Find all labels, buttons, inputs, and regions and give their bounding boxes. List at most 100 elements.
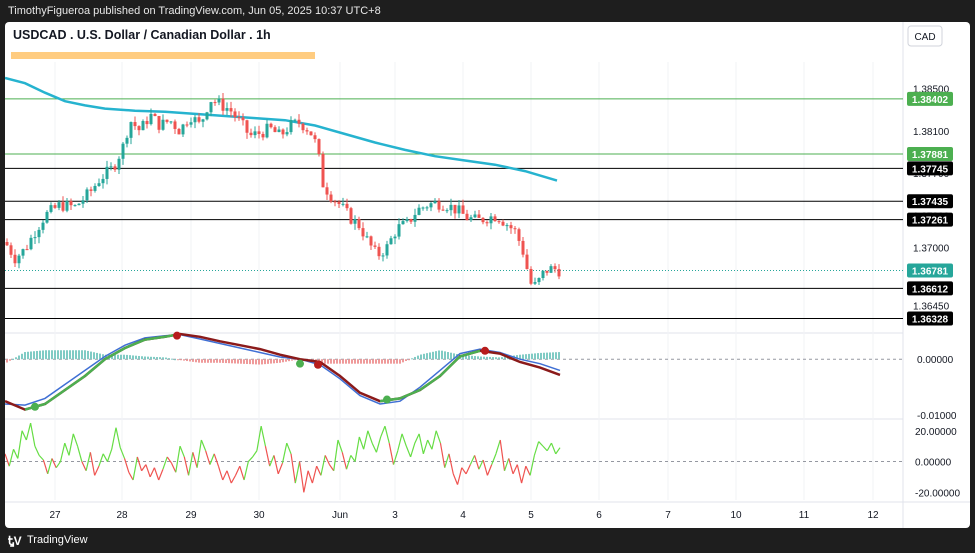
macd-histogram-bar bbox=[120, 354, 122, 360]
candle-body bbox=[369, 236, 373, 246]
macd-histogram-bar bbox=[345, 359, 347, 364]
oscillator-segment bbox=[555, 447, 561, 455]
level-price-label: 1.36328 bbox=[912, 314, 949, 325]
signal-line-rising bbox=[44, 388, 66, 406]
oscillator-segment bbox=[380, 425, 386, 438]
oscillator-segment bbox=[102, 453, 108, 462]
macd-histogram-bar bbox=[192, 359, 194, 362]
macd-histogram-bar bbox=[450, 352, 452, 360]
candle-body bbox=[441, 209, 445, 211]
level-price-badge bbox=[907, 161, 953, 176]
candle-body bbox=[401, 221, 405, 225]
macd-histogram-bar bbox=[153, 356, 155, 360]
macd-histogram-bar bbox=[105, 354, 107, 360]
oscillator-segment bbox=[196, 439, 202, 468]
time-axis: 27 28 29 30 Jun 3 4 5 6 7 10 11 12 bbox=[49, 510, 879, 521]
oscillator-segment bbox=[363, 430, 369, 450]
oscillator-segment bbox=[12, 448, 19, 459]
candle-body bbox=[377, 246, 381, 257]
level-price-label: 1.37881 bbox=[912, 150, 949, 161]
oscillator-segment bbox=[311, 466, 318, 484]
oscillator-segment bbox=[264, 446, 271, 467]
candle-body bbox=[505, 225, 509, 227]
candle-body bbox=[49, 205, 53, 212]
oscillator-segment bbox=[405, 445, 412, 458]
candle-body bbox=[517, 229, 521, 241]
macd-histogram-bar bbox=[420, 354, 422, 360]
signal-line-rising bbox=[459, 349, 481, 358]
candle-body bbox=[557, 269, 561, 277]
oscillator-segment bbox=[68, 433, 74, 456]
candle-body bbox=[125, 137, 129, 144]
macd-histogram-bar bbox=[147, 356, 149, 360]
candle-body bbox=[149, 113, 153, 125]
macd-histogram-bar bbox=[93, 352, 95, 360]
oscillator-segment bbox=[222, 470, 228, 481]
currency-button[interactable] bbox=[907, 25, 943, 47]
oscillator-segment bbox=[469, 455, 476, 465]
oscillator-segment bbox=[401, 433, 407, 447]
candle-body bbox=[389, 238, 393, 245]
moving-average-line bbox=[5, 76, 558, 182]
candle-body bbox=[17, 255, 21, 264]
chart-svg[interactable]: 27 28 29 30 Jun 3 4 5 6 7 10 11 12 1.38500 1.38100 1.3… bbox=[5, 22, 970, 528]
macd-histogram-bar bbox=[261, 359, 263, 365]
oscillator-segment bbox=[546, 442, 552, 452]
macd-line bbox=[5, 333, 561, 406]
candle-body bbox=[129, 122, 133, 138]
candle-body bbox=[137, 126, 141, 131]
oscillator-segment bbox=[422, 439, 429, 455]
candle-body bbox=[85, 189, 89, 201]
candle-body bbox=[57, 202, 61, 208]
candle-body bbox=[161, 119, 165, 130]
candle-body bbox=[229, 108, 233, 112]
oscillator-segment bbox=[345, 455, 352, 470]
macd-histogram-bar bbox=[207, 359, 209, 363]
oscillator-segment bbox=[350, 455, 356, 462]
macd-histogram-bar bbox=[36, 350, 38, 360]
oscillator-segment bbox=[273, 455, 279, 474]
candle-body bbox=[357, 219, 361, 229]
macd-histogram-bar bbox=[438, 350, 440, 360]
macd-histogram-bar bbox=[495, 357, 497, 360]
cross-marker bbox=[296, 359, 304, 368]
candle-body bbox=[109, 166, 113, 168]
oscillator-segment bbox=[384, 426, 390, 444]
candles-layer bbox=[5, 92, 561, 286]
macd-histogram-bar bbox=[216, 359, 218, 363]
time-tick-label: 28 bbox=[116, 510, 128, 521]
oscillator-panel bbox=[5, 422, 903, 493]
oscillator-segment bbox=[495, 439, 501, 455]
signal-line-rising bbox=[124, 338, 146, 350]
highlight-bar bbox=[11, 52, 315, 59]
macd-panel bbox=[5, 331, 903, 411]
macd-histogram-bar bbox=[183, 359, 185, 361]
candle-body bbox=[13, 254, 17, 264]
candle-body bbox=[153, 113, 157, 117]
level-price-label: 1.37745 bbox=[912, 164, 949, 175]
cross-marker bbox=[481, 346, 489, 355]
macd-tick-label: 0.00000 bbox=[917, 355, 954, 366]
oscillator-segment bbox=[367, 430, 373, 444]
macd-histogram-bar bbox=[330, 359, 332, 364]
level-price-label: 1.38402 bbox=[912, 95, 949, 106]
macd-histogram-bar bbox=[288, 359, 290, 362]
candle-body bbox=[297, 119, 301, 124]
oscillator-segment bbox=[328, 464, 335, 472]
chart-title: USDCAD . U.S. Dollar / Canadian Dollar .… bbox=[13, 28, 271, 42]
oscillator-segment bbox=[482, 459, 489, 476]
macd-histogram-bar bbox=[90, 351, 92, 360]
oscillator-segment bbox=[239, 465, 245, 481]
level-price-badge bbox=[907, 212, 953, 227]
candle-body bbox=[497, 221, 501, 223]
time-tick-label: 7 bbox=[665, 510, 671, 521]
oscillator-segment bbox=[17, 430, 23, 459]
oscillator-segment bbox=[307, 470, 313, 484]
macd-histogram-bar bbox=[537, 353, 539, 360]
macd-histogram-bar bbox=[9, 359, 11, 361]
macd-histogram-bar bbox=[258, 359, 260, 365]
macd-histogram-bar bbox=[219, 359, 221, 363]
candle-body bbox=[201, 119, 205, 122]
oscillator-segment bbox=[47, 458, 53, 475]
macd-histogram-bar bbox=[519, 354, 521, 360]
